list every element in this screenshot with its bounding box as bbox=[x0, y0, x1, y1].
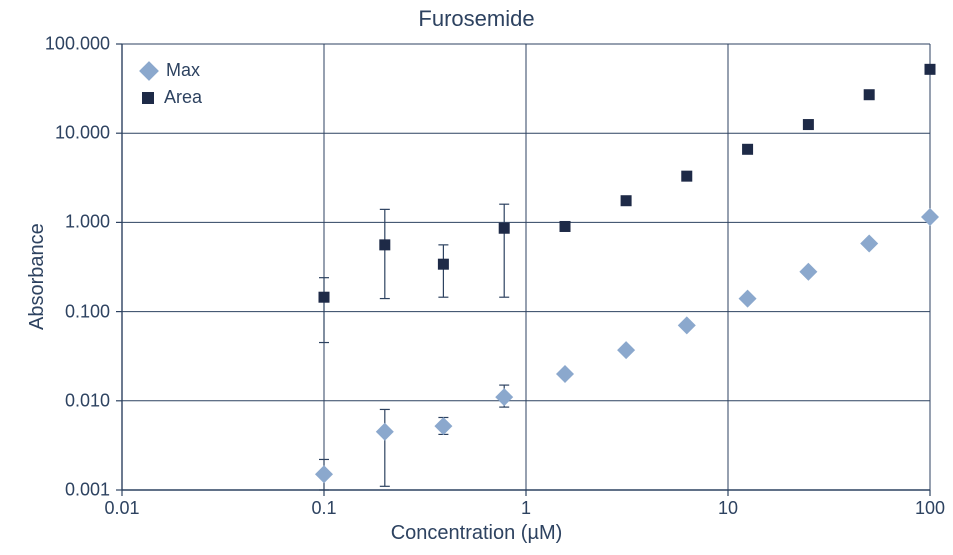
legend-label: Area bbox=[164, 87, 202, 108]
y-tick-label: 0.001 bbox=[65, 480, 110, 501]
legend: Max Area bbox=[142, 60, 202, 114]
legend-item: Max bbox=[142, 60, 202, 81]
x-tick-label: 0.01 bbox=[104, 498, 139, 519]
diamond-marker-icon bbox=[139, 61, 159, 81]
square-marker-icon bbox=[142, 92, 154, 104]
legend-label: Max bbox=[166, 60, 200, 81]
y-tick-label: 0.100 bbox=[65, 301, 110, 322]
x-tick-label: 1 bbox=[521, 498, 531, 519]
x-tick-label: 100 bbox=[915, 498, 945, 519]
y-tick-label: 10.000 bbox=[55, 123, 110, 144]
y-tick-label: 0.010 bbox=[65, 390, 110, 411]
x-tick-label: 0.1 bbox=[311, 498, 336, 519]
furosemide-chart: Furosemide Absorbance Concentration (µM)… bbox=[0, 0, 953, 555]
y-tick-label: 1.000 bbox=[65, 212, 110, 233]
legend-item: Area bbox=[142, 87, 202, 108]
x-tick-label: 10 bbox=[718, 498, 738, 519]
y-tick-label: 100.000 bbox=[45, 34, 110, 55]
